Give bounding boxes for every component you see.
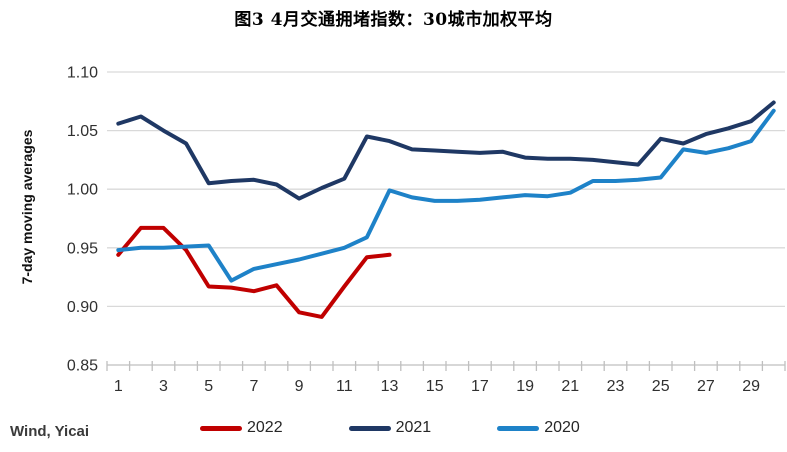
legend-label-2021: 2021 <box>395 419 432 436</box>
x-tick-label: 29 <box>742 378 760 395</box>
x-tick-label: 11 <box>336 378 353 395</box>
x-tick-label: 5 <box>204 378 213 395</box>
series-line-2022 <box>116 225 392 319</box>
x-tick-label: 25 <box>652 378 670 395</box>
y-tick-label: 0.85 <box>67 358 98 375</box>
legend-item-2021: 2021 <box>348 418 432 438</box>
y-tick-label: 1.10 <box>67 65 98 82</box>
legend-item-2020: 2020 <box>497 418 580 438</box>
legend-label-2020: 2020 <box>544 419 580 436</box>
chart-title: 图3 4月交通拥堵指数：30城市加权平均 <box>234 10 553 30</box>
x-tick-label: 27 <box>697 378 715 395</box>
legend-swatch-2020 <box>497 425 540 431</box>
x-tick-label: 19 <box>516 378 534 395</box>
x-tick-label: 1 <box>114 378 123 395</box>
x-tick-label: 3 <box>159 378 168 395</box>
source-label: Wind, Yicai <box>10 423 90 440</box>
legend-swatch-2022 <box>200 425 242 431</box>
x-tick-label: 15 <box>426 378 444 395</box>
y-tick-label: 0.95 <box>67 240 98 257</box>
y-tick-label: 0.90 <box>67 299 98 316</box>
y-tick-label: 1.05 <box>67 123 98 140</box>
x-tick-label: 7 <box>249 378 258 395</box>
x-tick-label: 9 <box>295 378 304 395</box>
series-line-2021 <box>116 100 776 201</box>
x-tick-label: 17 <box>471 378 489 395</box>
x-tick-label: 13 <box>381 378 399 395</box>
legend-swatch-2021 <box>348 425 391 431</box>
legend: 2022 2021 2020 <box>200 418 580 438</box>
x-tick-label: 23 <box>607 378 625 395</box>
legend-item-2022: 2022 <box>200 418 283 438</box>
x-tick-label: 21 <box>561 378 579 395</box>
legend-label-2022: 2022 <box>247 419 283 436</box>
y-tick-label: 1.00 <box>67 182 98 199</box>
series-line-2020 <box>116 108 776 283</box>
